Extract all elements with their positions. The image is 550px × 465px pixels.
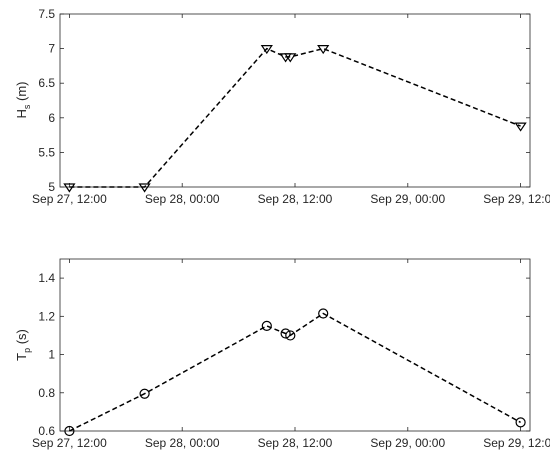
data-point-marker — [138, 183, 151, 193]
x-tick-labels: Sep 27, 12:00 Sep 28, 00:00 Sep 28, 12:00 S… — [32, 192, 550, 206]
data-point-marker — [515, 417, 526, 428]
x-tick-label: Sep 28, 00:00 — [145, 436, 220, 450]
x-tick-label: Sep 27, 12:00 — [32, 436, 107, 450]
x-tick-label: Sep 27, 12:00 — [32, 192, 107, 206]
data-point-marker — [139, 388, 150, 399]
y-tick-label: 6.5 — [38, 76, 55, 90]
x-tick-label: Sep 28, 12:00 — [258, 192, 333, 206]
y-tick-labels: 0.6 0.8 1 1.2 1.4 — [38, 271, 55, 438]
wave-height-series — [63, 44, 527, 193]
x-tick-label: Sep 28, 00:00 — [145, 192, 220, 206]
plot-area-frame — [59, 13, 531, 188]
data-point-marker — [284, 53, 297, 63]
y-tick-label: 0.6 — [38, 424, 55, 438]
data-point-marker — [64, 425, 75, 437]
x-tick-label: Sep 29, 00:00 — [370, 436, 445, 450]
data-point-marker — [260, 44, 273, 55]
y-tick-label: 5.5 — [38, 145, 55, 159]
data-point-marker — [318, 308, 329, 319]
x-tick-label: Sep 29, 12:00 — [483, 436, 550, 450]
y-tick-label: 6 — [48, 111, 55, 125]
y-tick-label: 0.8 — [38, 386, 55, 400]
y-axis-label: Tp (s) — [14, 329, 32, 361]
data-point-marker — [280, 328, 291, 339]
x-tick-label: Sep 29, 00:00 — [370, 192, 445, 206]
series-line — [69, 47, 521, 188]
x-tick-label: Sep 29, 12:00 — [483, 192, 550, 206]
data-point-marker — [261, 320, 272, 331]
y-tick-label: 1.4 — [38, 271, 55, 285]
wave-height-panel: Sep 27, 12:00 Sep 28, 00:00 Sep 28, 12:00 S… — [14, 7, 550, 206]
wave-period-panel: Sep 27, 12:00 Sep 28, 00:00 Sep 28, 12:00 S… — [14, 258, 550, 450]
y-axis-label: Hs (m) — [14, 82, 32, 119]
y-tick-label: 1.2 — [38, 309, 55, 323]
data-point-marker — [514, 122, 527, 132]
y-tick-label: 1 — [48, 348, 55, 362]
data-point-marker — [63, 183, 76, 193]
wave-period-series — [64, 308, 526, 437]
data-point-marker — [285, 330, 296, 341]
axis-ticks — [60, 259, 530, 432]
x-tick-labels: Sep 27, 12:00 Sep 28, 00:00 Sep 28, 12:00 S… — [32, 436, 550, 450]
axis-ticks — [60, 13, 530, 188]
y-tick-label: 5 — [48, 180, 55, 194]
y-tick-label: 7.5 — [38, 7, 55, 21]
plot-area-frame — [59, 258, 531, 432]
data-point-marker — [317, 44, 330, 55]
y-tick-label: 7 — [48, 42, 55, 56]
x-tick-label: Sep 28, 12:00 — [258, 436, 333, 450]
y-tick-labels: 5 5.5 6 6.5 7 7.5 — [38, 7, 55, 194]
